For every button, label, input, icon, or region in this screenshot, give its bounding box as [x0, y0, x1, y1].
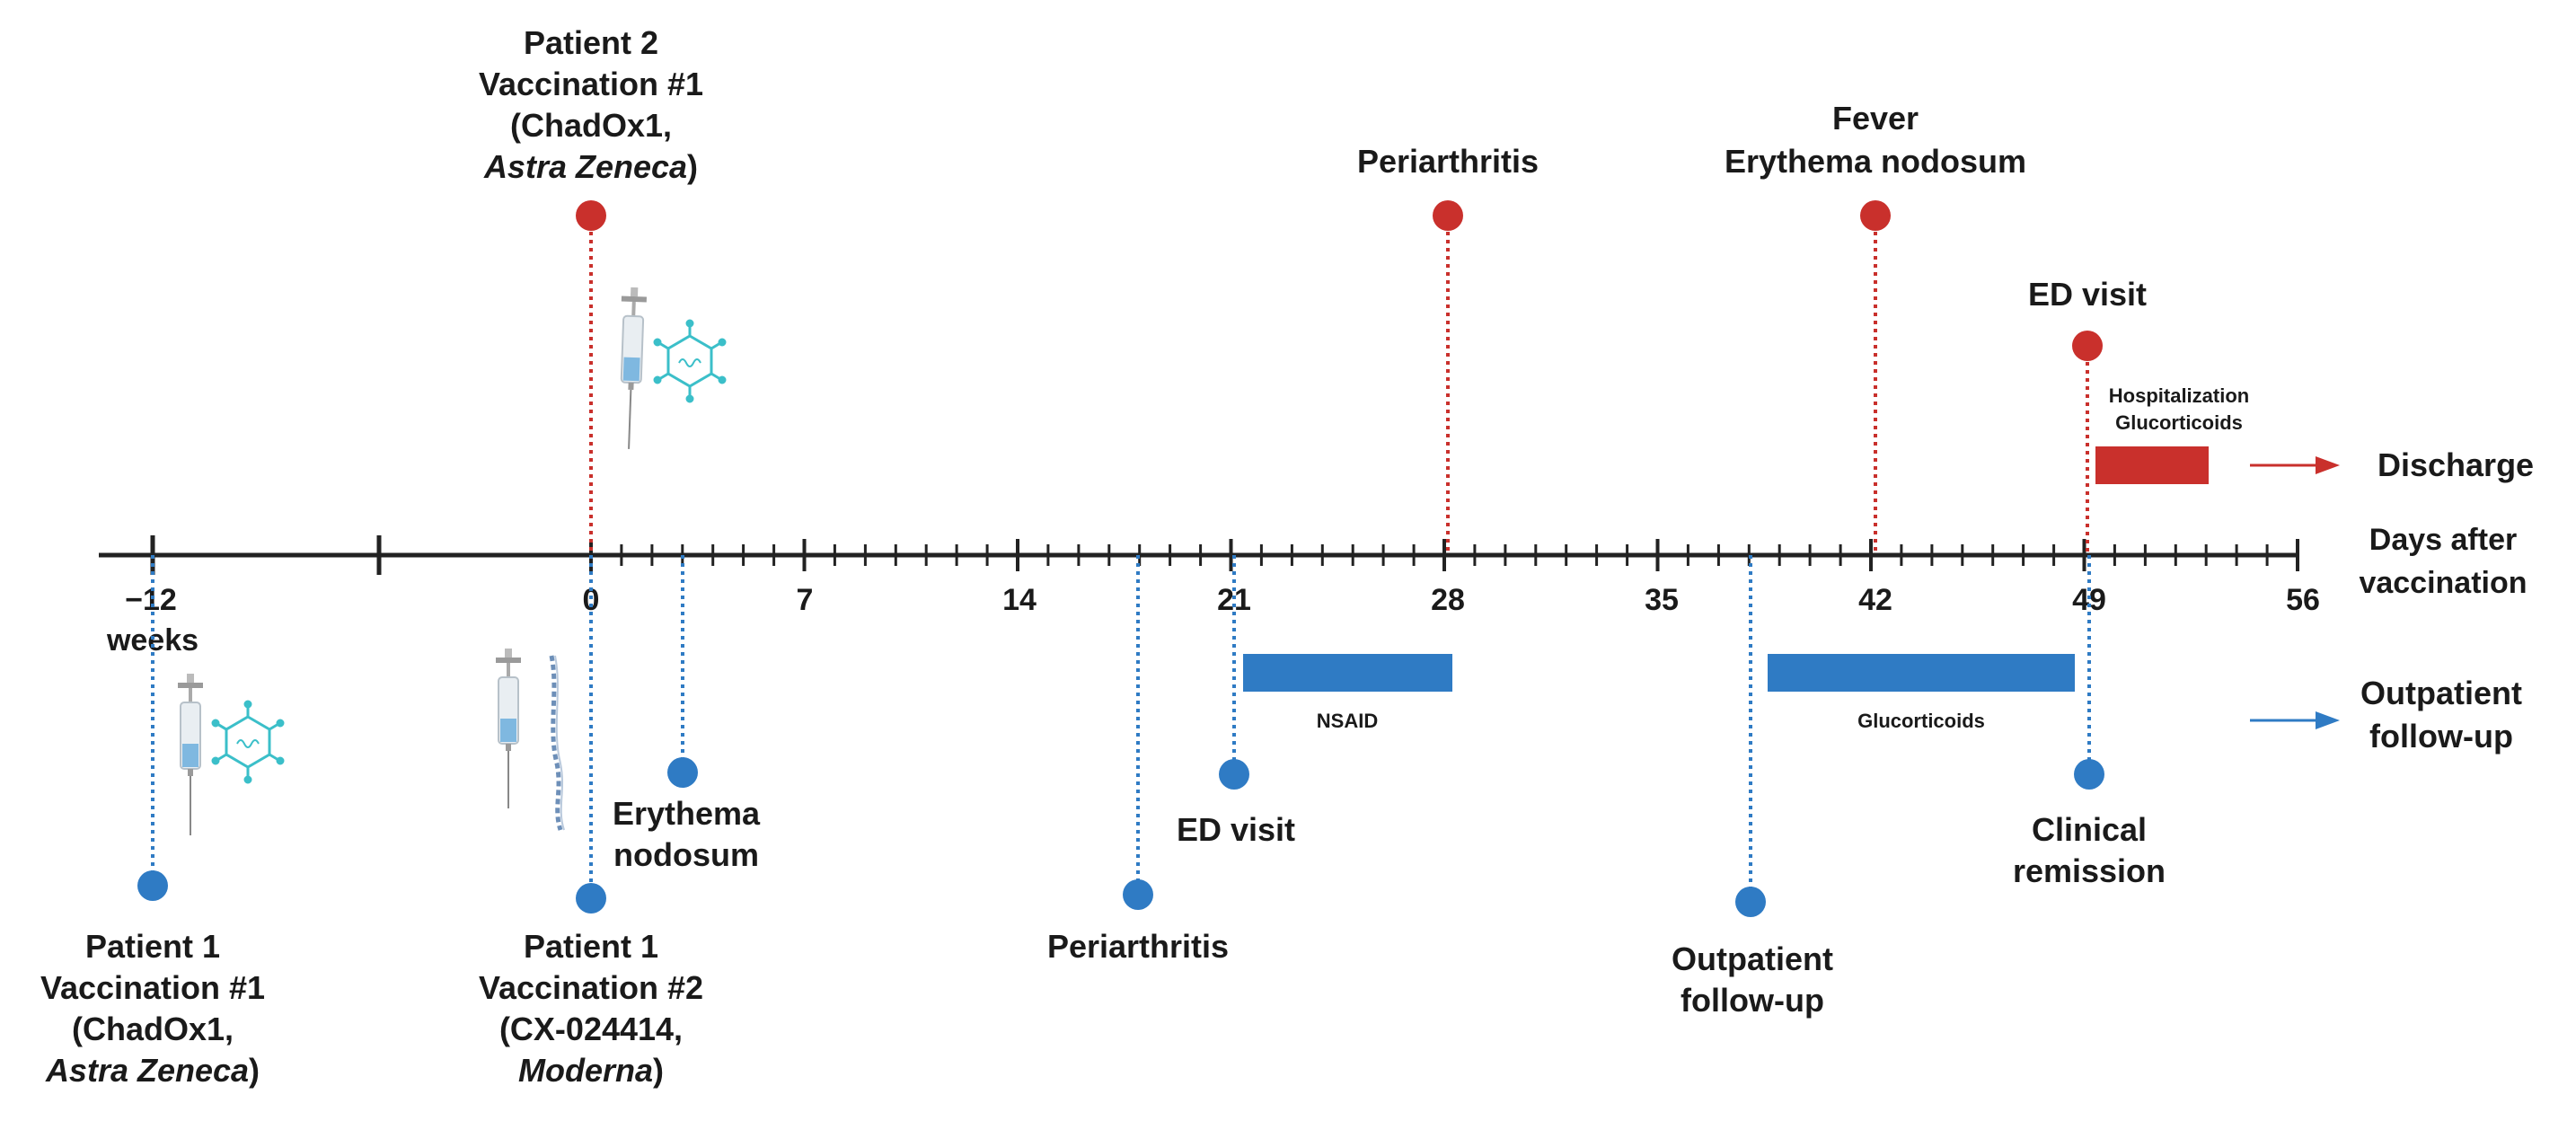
patient2-discharge-arrow — [2250, 456, 2340, 474]
patient1-followup-arrow — [2250, 711, 2340, 729]
timeline-axis — [99, 535, 2299, 575]
patient2-vaccination-marker — [576, 200, 606, 231]
patient1-periarthritis-label: Periarthritis — [1047, 928, 1229, 965]
patient1-vaccination2-label: Patient 1 Vaccination #2 (CX-024414, Mod… — [479, 928, 703, 1089]
patient2-periarthritis-label: Periarthritis — [1357, 143, 1539, 180]
patient1-outpatient-marker — [1735, 887, 1766, 917]
label-line: Glucorticoids — [2115, 411, 2243, 434]
days-label-line: vaccination — [2359, 566, 2527, 600]
patient1-vaccination1-label: Patient 1 Vaccination #1 (ChadOx1, Astra… — [40, 928, 265, 1089]
closing-part: ) — [653, 1052, 664, 1089]
patient1-erythema-label: Erythema nodosum — [613, 795, 761, 873]
patient1-ed-visit-label: ED visit — [1177, 811, 1295, 848]
closing-part: ) — [687, 148, 698, 185]
label-line: Moderna) — [518, 1052, 664, 1089]
label-line: (CX-024414, — [499, 1011, 683, 1047]
label-line: (ChadOx1, — [72, 1011, 234, 1047]
label-line: Vaccination #1 — [479, 66, 703, 102]
patient1-vaccination2-marker — [576, 883, 606, 914]
patient1-erythema-marker — [667, 757, 698, 788]
label-line: follow-up — [2369, 718, 2513, 755]
patient2-hospitalization-bar — [2095, 446, 2209, 484]
minor-ticks — [589, 539, 2299, 571]
label-line: Patient 1 — [85, 928, 220, 965]
syringe-icon — [178, 674, 203, 835]
label-line: Erythema nodosum — [1725, 143, 2026, 180]
tick-label: 0 — [583, 583, 600, 617]
label-line: Vaccination #1 — [40, 969, 265, 1006]
patient1-glucorticoids-bar — [1768, 654, 2075, 692]
patient2-hospitalization-label: Hospitalization Glucorticoids — [2109, 384, 2249, 434]
tick-label: 14 — [1002, 583, 1037, 617]
patient1-remission-label: Clinical remission — [2013, 811, 2166, 889]
mrna-strand-icon — [549, 655, 565, 831]
tick-label: 28 — [1431, 583, 1465, 617]
label-line: Patient 2 — [524, 24, 658, 61]
label-line: Outpatient — [2360, 675, 2522, 711]
label-line: Erythema — [613, 795, 761, 832]
label-line: Fever — [1832, 100, 1919, 137]
label-line: Clinical — [2032, 811, 2147, 848]
days-after-vaccination-label: Days after vaccination — [2359, 523, 2527, 600]
italic-part: Moderna — [518, 1052, 653, 1089]
patient1-outpatient-label: Outpatient follow-up — [1672, 940, 1833, 1019]
label-line: remission — [2013, 852, 2166, 889]
virus-icon — [653, 319, 727, 403]
patient2-ed-visit-marker — [2072, 331, 2103, 361]
patient2-events — [589, 216, 2089, 555]
patient2-periarthritis-marker — [1433, 200, 1463, 231]
patient1-ed-visit-marker — [1219, 759, 1249, 790]
patient2-vaccination-label: Patient 2 Vaccination #1 (ChadOx1, Astra… — [479, 24, 703, 185]
patient2-discharge-label: Discharge — [2378, 446, 2534, 483]
label-line: Astra Zeneca) — [45, 1052, 260, 1089]
label-line: Hospitalization — [2109, 384, 2249, 407]
syringe-icon — [496, 649, 521, 808]
syringe-icon — [620, 287, 647, 449]
patient2-fever-marker — [1860, 200, 1891, 231]
days-label-line: Days after — [2369, 523, 2517, 557]
patient1-periarthritis-marker — [1123, 879, 1153, 910]
label-line: Patient 1 — [524, 928, 658, 965]
patient2-ed-visit-label: ED visit — [2028, 276, 2147, 313]
italic-part: Astra Zeneca — [45, 1052, 249, 1089]
patient1-glucorticoids-label: Glucorticoids — [1857, 710, 1985, 732]
patient1-vaccination1-marker — [137, 870, 168, 901]
tick-label: 56 — [2286, 583, 2320, 617]
italic-part: Astra Zeneca — [483, 148, 687, 185]
patient1-nsaid-bar — [1243, 654, 1452, 692]
label-line: nodosum — [613, 836, 759, 873]
virus-icon — [211, 700, 285, 784]
tick-label: 35 — [1645, 583, 1679, 617]
label-line: (ChadOx1, — [510, 107, 672, 144]
tick-labels: −12 0 7 14 21 28 35 42 49 56 weeks — [106, 583, 2320, 658]
patient2-fever-label: Fever Erythema nodosum — [1725, 100, 2026, 180]
label-line: Vaccination #2 — [479, 969, 703, 1006]
patient1-remission-marker — [2074, 759, 2104, 790]
label-line: follow-up — [1681, 982, 1824, 1019]
tick-label: 7 — [797, 583, 814, 617]
closing-part: ) — [249, 1052, 260, 1089]
label-line: Astra Zeneca) — [483, 148, 698, 185]
patient1-nsaid-label: NSAID — [1317, 710, 1378, 732]
tick-label: 42 — [1858, 583, 1892, 617]
patient1-events — [151, 555, 2091, 902]
patient1-followup-label: Outpatient follow-up — [2360, 675, 2522, 755]
label-line: Outpatient — [1672, 940, 1833, 977]
